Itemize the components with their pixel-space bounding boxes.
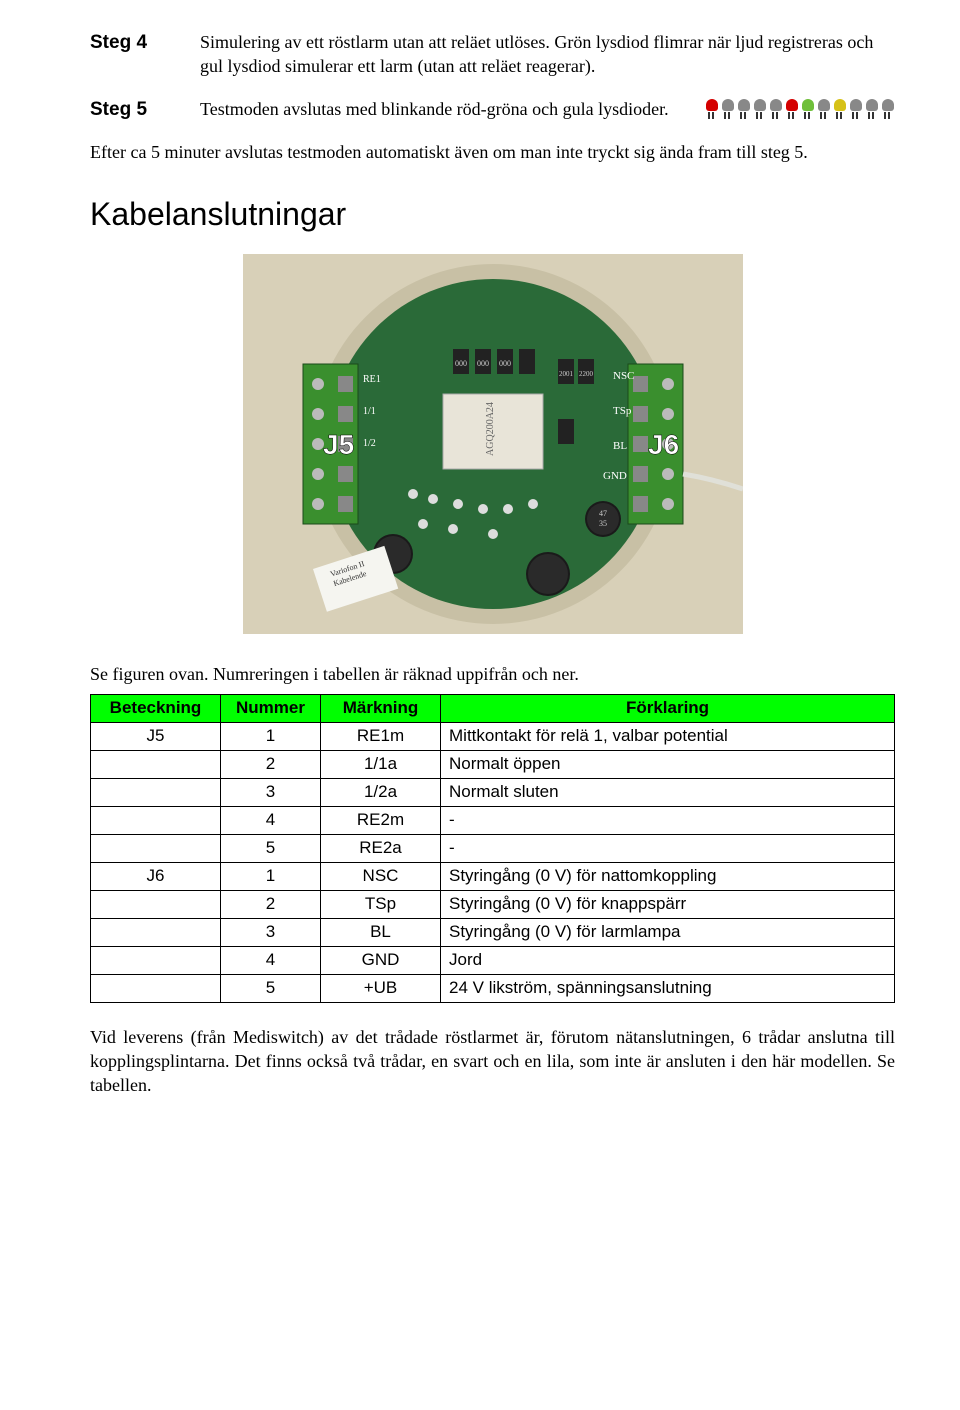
- table-cell: Styringång (0 V) för knappspärr: [441, 890, 895, 918]
- table-cell: [91, 835, 221, 863]
- j6-label: J6: [648, 429, 679, 460]
- table-cell: 5: [221, 835, 321, 863]
- table-row: 5RE2a-: [91, 835, 895, 863]
- table-cell: RE1m: [321, 723, 441, 751]
- table-cell: TSp: [321, 890, 441, 918]
- pcb-figure: AGQ200A24 000 000 000 2001 2200 47 35 NS…: [90, 254, 895, 640]
- led-icon: [833, 99, 847, 119]
- table-cell: Jord: [441, 946, 895, 974]
- table-row: 5+UB24 V likström, spänningsanslutning: [91, 974, 895, 1002]
- table-cell: 1: [221, 723, 321, 751]
- table-cell: RE2m: [321, 807, 441, 835]
- table-cell: 1/2a: [321, 779, 441, 807]
- table-cell: [91, 807, 221, 835]
- table-cell: 5: [221, 974, 321, 1002]
- table-cell: 4: [221, 807, 321, 835]
- table-cell: J6: [91, 862, 221, 890]
- svg-text:000: 000: [455, 359, 467, 368]
- table-cell: RE2a: [321, 835, 441, 863]
- step-5-label: Steg 5: [90, 97, 200, 123]
- table-cell: [91, 779, 221, 807]
- svg-text:AGQ200A24: AGQ200A24: [485, 402, 496, 456]
- led-icon: [881, 99, 895, 119]
- svg-text:GND: GND: [603, 470, 627, 482]
- pcb-illustration: AGQ200A24 000 000 000 2001 2200 47 35 NS…: [243, 254, 743, 634]
- after-steps-paragraph: Efter ca 5 minuter avslutas testmoden au…: [90, 140, 895, 164]
- table-cell: NSC: [321, 862, 441, 890]
- led-icon: [753, 99, 767, 119]
- led-icon: [737, 99, 751, 119]
- table-cell: 3: [221, 918, 321, 946]
- table-header-row: Beteckning Nummer Märkning Förklaring: [91, 695, 895, 723]
- led-icon: [865, 99, 879, 119]
- led-icon: [769, 99, 783, 119]
- table-cell: [91, 751, 221, 779]
- table-cell: 3: [221, 779, 321, 807]
- led-icon: [801, 99, 815, 119]
- table-cell: 1/1a: [321, 751, 441, 779]
- table-row: J61NSCStyringång (0 V) för nattomkopplin…: [91, 862, 895, 890]
- j5-label: J5: [323, 429, 354, 460]
- table-cell: Styringång (0 V) för nattomkoppling: [441, 862, 895, 890]
- svg-text:RE1: RE1: [363, 374, 381, 385]
- svg-text:2200: 2200: [579, 370, 594, 378]
- led-icon: [785, 99, 799, 119]
- figure-caption: Se figuren ovan. Numreringen i tabellen …: [90, 662, 895, 686]
- col-markning: Märkning: [321, 695, 441, 723]
- led-indicator-row: [705, 99, 895, 119]
- table-cell: Normalt sluten: [441, 779, 895, 807]
- table-cell: Mittkontakt för relä 1, valbar potential: [441, 723, 895, 751]
- table-cell: 1: [221, 862, 321, 890]
- footer-paragraph: Vid leverens (från Mediswitch) av det tr…: [90, 1025, 895, 1098]
- step-4-label: Steg 4: [90, 30, 200, 79]
- step-4-block: Steg 4 Simulering av ett röstlarm utan a…: [90, 30, 895, 79]
- table-cell: J5: [91, 723, 221, 751]
- table-cell: GND: [321, 946, 441, 974]
- table-cell: 24 V likström, spänningsanslutning: [441, 974, 895, 1002]
- table-row: 31/2aNormalt sluten: [91, 779, 895, 807]
- svg-text:1/2: 1/2: [363, 438, 376, 449]
- table-cell: +UB: [321, 974, 441, 1002]
- step-5-block: Steg 5 Testmoden avslutas med blinkande …: [90, 97, 895, 123]
- step-4-text: Simulering av ett röstlarm utan att relä…: [200, 30, 895, 79]
- svg-text:TSp: TSp: [613, 405, 632, 417]
- svg-text:000: 000: [499, 359, 511, 368]
- step-5-text: Testmoden avslutas med blinkande röd-grö…: [200, 97, 695, 121]
- led-icon: [721, 99, 735, 119]
- connector-table: Beteckning Nummer Märkning Förklaring J5…: [90, 694, 895, 1002]
- table-cell: [91, 946, 221, 974]
- svg-text:2001: 2001: [559, 370, 574, 378]
- svg-text:35: 35: [599, 519, 607, 528]
- col-forklaring: Förklaring: [441, 695, 895, 723]
- table-cell: 2: [221, 751, 321, 779]
- svg-text:000: 000: [477, 359, 489, 368]
- table-row: 3BLStyringång (0 V) för larmlampa: [91, 918, 895, 946]
- table-row: 2TSpStyringång (0 V) för knappspärr: [91, 890, 895, 918]
- table-row: 21/1aNormalt öppen: [91, 751, 895, 779]
- table-cell: Styringång (0 V) för larmlampa: [441, 918, 895, 946]
- svg-text:1/1: 1/1: [363, 406, 376, 417]
- led-icon: [705, 99, 719, 119]
- table-row: 4GNDJord: [91, 946, 895, 974]
- led-icon: [849, 99, 863, 119]
- svg-text:BL: BL: [613, 440, 627, 452]
- col-nummer: Nummer: [221, 695, 321, 723]
- table-cell: [91, 974, 221, 1002]
- svg-text:NSC: NSC: [613, 370, 634, 382]
- table-cell: [91, 890, 221, 918]
- table-cell: [91, 918, 221, 946]
- led-icon: [817, 99, 831, 119]
- table-cell: 4: [221, 946, 321, 974]
- table-cell: BL: [321, 918, 441, 946]
- svg-text:47: 47: [599, 509, 607, 518]
- table-cell: Normalt öppen: [441, 751, 895, 779]
- table-cell: -: [441, 807, 895, 835]
- section-title: Kabelanslutningar: [90, 193, 895, 236]
- col-beteckning: Beteckning: [91, 695, 221, 723]
- table-cell: 2: [221, 890, 321, 918]
- table-cell: -: [441, 835, 895, 863]
- table-row: J51RE1mMittkontakt för relä 1, valbar po…: [91, 723, 895, 751]
- table-row: 4RE2m-: [91, 807, 895, 835]
